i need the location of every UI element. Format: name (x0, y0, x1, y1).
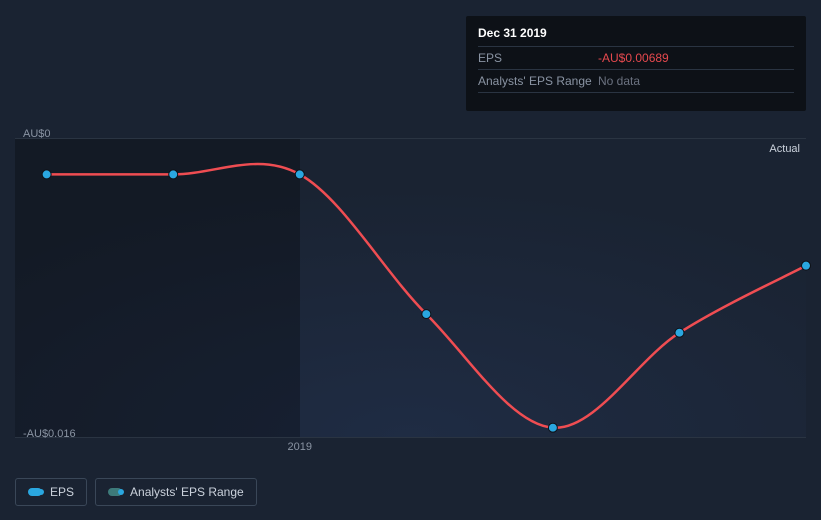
legend-swatch-icon (28, 488, 42, 496)
eps-line-chart (15, 139, 806, 437)
data-point[interactable] (548, 423, 557, 432)
data-point[interactable] (42, 170, 51, 179)
tooltip-key: EPS (478, 51, 598, 65)
data-point[interactable] (422, 310, 431, 319)
hover-tooltip: Dec 31 2019 EPS-AU$0.00689Analysts' EPS … (466, 16, 806, 111)
tooltip-row: EPS-AU$0.00689 (478, 47, 794, 70)
tooltip-row: Analysts' EPS RangeNo data (478, 70, 794, 93)
chart-container: Dec 31 2019 EPS-AU$0.00689Analysts' EPS … (0, 0, 821, 520)
data-point[interactable] (675, 328, 684, 337)
legend-label: Analysts' EPS Range (130, 485, 244, 499)
chart-area: AU$0 Actual 2019 -AU$0.016 (15, 120, 806, 460)
tooltip-value: -AU$0.00689 (598, 51, 794, 65)
legend-item[interactable]: EPS (15, 478, 87, 506)
legend-swatch-icon (108, 488, 122, 496)
plot-region[interactable]: Actual 2019 (15, 138, 806, 438)
chart-legend: EPS Analysts' EPS Range (15, 478, 257, 506)
y-axis-label-bottom: -AU$0.016 (23, 428, 76, 440)
tooltip-value: No data (598, 74, 794, 88)
eps-line (47, 164, 806, 428)
data-point[interactable] (295, 170, 304, 179)
legend-dot-icon (118, 489, 124, 495)
tooltip-date: Dec 31 2019 (478, 26, 794, 47)
x-axis-label: 2019 (288, 441, 312, 453)
data-point[interactable] (802, 261, 811, 270)
legend-dot-icon (38, 489, 44, 495)
legend-item[interactable]: Analysts' EPS Range (95, 478, 257, 506)
legend-label: EPS (50, 485, 74, 499)
data-point[interactable] (169, 170, 178, 179)
tooltip-key: Analysts' EPS Range (478, 74, 598, 88)
